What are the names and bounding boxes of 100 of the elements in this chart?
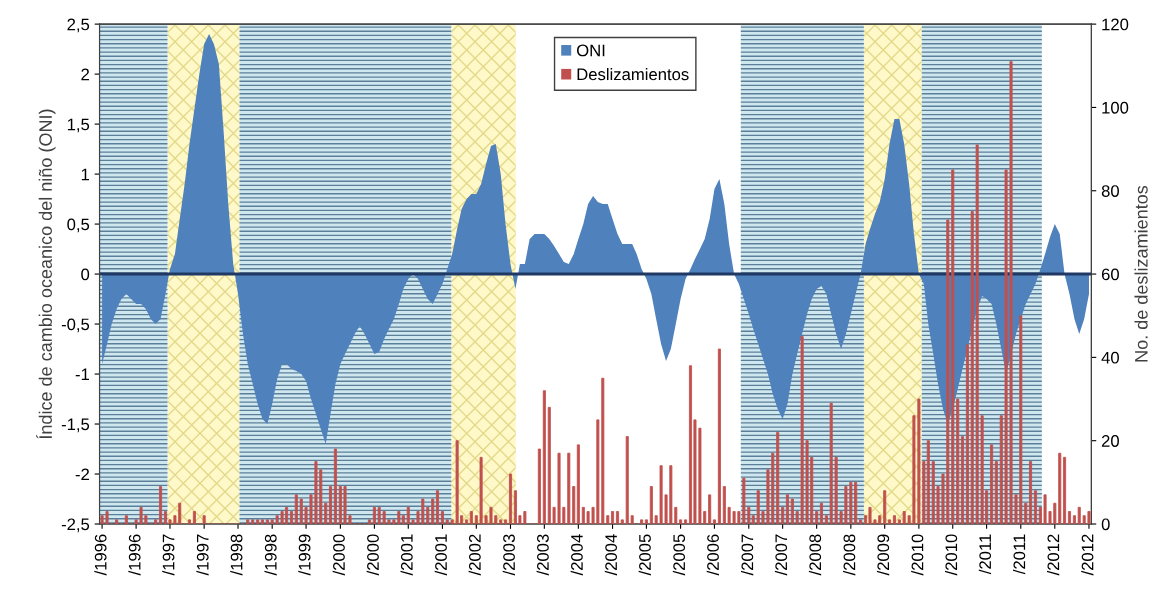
x-tick-label: /2000 bbox=[332, 534, 345, 576]
bar bbox=[684, 519, 688, 525]
bar bbox=[542, 390, 546, 525]
y-tick-label: -1,5 bbox=[61, 418, 90, 433]
y2-tick-label: 20 bbox=[1101, 435, 1119, 447]
bar bbox=[644, 519, 648, 525]
x-tick-label: /1996 bbox=[94, 534, 107, 576]
y2-tick-label: 0 bbox=[1101, 518, 1110, 531]
bar bbox=[154, 519, 158, 525]
bar bbox=[256, 519, 260, 525]
bar bbox=[887, 519, 891, 525]
y-tick-label: 0,5 bbox=[67, 218, 90, 233]
bar bbox=[611, 511, 615, 525]
x-tick-label: /2003 bbox=[502, 534, 515, 576]
bar bbox=[465, 519, 469, 525]
bar bbox=[785, 494, 789, 525]
x-tick-label: /2006 bbox=[706, 534, 719, 576]
bar bbox=[859, 519, 863, 525]
bar bbox=[469, 511, 473, 525]
x-tick-label: /2005 bbox=[638, 534, 651, 576]
bar bbox=[708, 494, 712, 525]
x-tick-label: /2011 bbox=[978, 534, 992, 575]
bar bbox=[328, 486, 332, 525]
bar bbox=[504, 519, 508, 525]
bar bbox=[990, 444, 994, 525]
y2-axis-title: No. de deslizamientos bbox=[1134, 185, 1148, 362]
bar bbox=[202, 515, 206, 525]
bar bbox=[815, 511, 819, 525]
bar bbox=[163, 511, 168, 525]
bar bbox=[926, 440, 930, 525]
bar bbox=[246, 519, 250, 525]
x-tick-label: /2007 bbox=[774, 534, 788, 576]
x-tick-label: /1997 bbox=[162, 534, 175, 576]
bar bbox=[717, 348, 721, 525]
x-tick-label: /2010 bbox=[911, 534, 924, 576]
y-tick-label: 1 bbox=[81, 168, 89, 181]
bar bbox=[994, 461, 998, 525]
bar bbox=[324, 502, 328, 525]
y-tick-label: 2 bbox=[81, 68, 89, 81]
y-tick-label: -2,5 bbox=[61, 518, 90, 533]
x-tick-label: /2001 bbox=[400, 534, 413, 576]
y-tick-label: 1,5 bbox=[67, 118, 90, 133]
bar bbox=[615, 511, 620, 525]
x-tick-label: /2000 bbox=[366, 534, 379, 576]
bar bbox=[781, 506, 785, 525]
x-tick-label: /1996 bbox=[128, 534, 141, 576]
x-tick-label: /2009 bbox=[876, 534, 890, 576]
bar bbox=[576, 444, 580, 525]
x-tick-label: /2007 bbox=[741, 534, 754, 576]
x-tick-label: /1997 bbox=[196, 534, 209, 576]
y2-tick-label: 120 bbox=[1102, 18, 1129, 31]
bar bbox=[431, 498, 435, 525]
y-axis-title: Índice de cambio oceanico del niño (ONI) bbox=[36, 109, 56, 439]
x-tick-label: /2010 bbox=[944, 534, 958, 576]
x-tick-label: /2003 bbox=[536, 534, 549, 576]
y-tick-label: -1 bbox=[75, 368, 89, 381]
bar bbox=[115, 519, 119, 525]
y2-tick-label: 100 bbox=[1102, 101, 1129, 114]
bar bbox=[290, 511, 294, 525]
y-tick-label: -0,5 bbox=[61, 318, 90, 333]
bar bbox=[251, 519, 255, 525]
bar bbox=[294, 494, 298, 525]
x-tick-label: /1998 bbox=[230, 534, 243, 576]
x-tick-label: /2001 bbox=[434, 534, 447, 576]
bar bbox=[1029, 461, 1033, 525]
bar bbox=[1063, 456, 1067, 525]
bar bbox=[187, 519, 191, 525]
y-tick-label: -2 bbox=[75, 468, 89, 481]
bar bbox=[124, 515, 128, 525]
x-tick-label: /2008 bbox=[843, 534, 856, 576]
x-tick-label: /1998 bbox=[264, 534, 277, 576]
bar bbox=[883, 490, 887, 525]
legend-label: Deslizamientos bbox=[577, 67, 689, 81]
bar bbox=[776, 431, 780, 525]
x-tick-label: /2002 bbox=[468, 534, 481, 576]
x-tick-label: /2004 bbox=[570, 534, 583, 576]
bar bbox=[333, 448, 337, 525]
x-tick-label: /2011 bbox=[1013, 534, 1026, 575]
bar bbox=[712, 519, 716, 525]
bar bbox=[435, 490, 440, 525]
x-tick-label: /2005 bbox=[672, 534, 686, 576]
y2-tick-label: 60 bbox=[1101, 268, 1119, 281]
bar bbox=[192, 511, 196, 525]
bar bbox=[956, 398, 960, 525]
y-tick-label: 0 bbox=[81, 268, 90, 281]
x-tick-label: /2012 bbox=[1081, 534, 1094, 576]
bar bbox=[960, 436, 964, 525]
y-tick-label: 2,5 bbox=[67, 18, 90, 33]
bar bbox=[892, 515, 896, 525]
legend-label: ONI bbox=[577, 44, 605, 57]
bar bbox=[260, 519, 264, 525]
x-tick-label: /1999 bbox=[298, 534, 311, 576]
x-tick-label: /2008 bbox=[808, 534, 822, 576]
bar bbox=[367, 519, 371, 525]
bar bbox=[819, 502, 823, 525]
bar bbox=[537, 448, 541, 525]
bar bbox=[1033, 490, 1037, 525]
bar bbox=[159, 486, 163, 525]
y2-tick-label: 80 bbox=[1101, 185, 1119, 197]
y2-tick-label: 40 bbox=[1101, 351, 1119, 364]
